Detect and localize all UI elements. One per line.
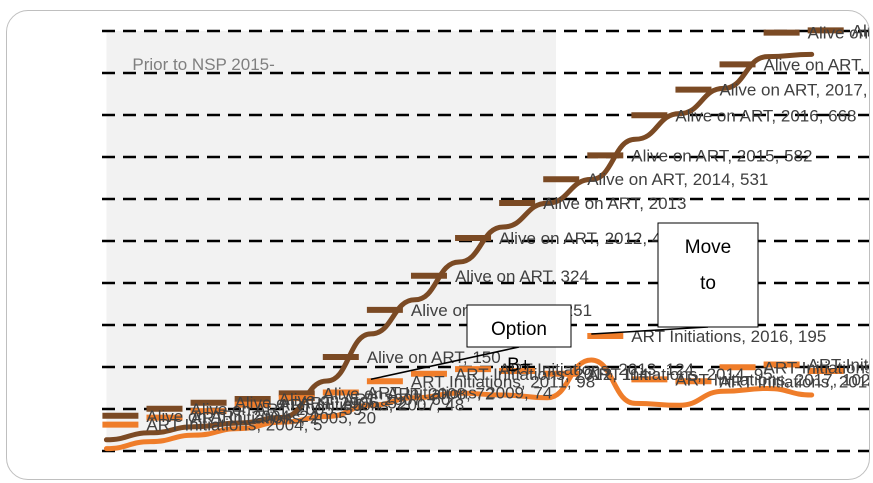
data-label: ART Initiations, 2011, 98 bbox=[411, 372, 595, 391]
callout-box bbox=[466, 304, 572, 348]
data-label: ART Initiations, 2007, 48 bbox=[279, 396, 465, 415]
data-label: Alive on ART, 2016, 668 bbox=[675, 106, 856, 125]
data-label: Alive on ART, 2018, 777 bbox=[764, 55, 869, 74]
line-chart: Prior to NSP 2015- Alive on ART, 2004, 2… bbox=[102, 21, 869, 453]
prior-period-label: Prior to NSP 2015- bbox=[132, 55, 274, 74]
data-label: Alive on ART, 2007, 60 bbox=[279, 390, 451, 409]
data-label: ART Initiations, 2018, 98 bbox=[719, 372, 869, 391]
data-label: Alive on ART, 2004, 24 bbox=[146, 407, 318, 426]
data-label: Alive on ART, 2006, 52 bbox=[235, 394, 407, 413]
chart-frame: Prior to NSP 2015- Alive on ART, 2004, 2… bbox=[6, 10, 870, 480]
data-label: ART Initiations, 2016, 195 bbox=[631, 327, 826, 346]
callout-text: Move bbox=[685, 237, 731, 258]
data-label: ART Initiations, 2020, 134 bbox=[808, 355, 869, 374]
data-label: ART Initiations, 2019, 128 bbox=[764, 358, 869, 377]
series-line-1 bbox=[103, 357, 815, 452]
callout-text: Option bbox=[491, 319, 547, 340]
data-label: Alive on ART, 2015, 582 bbox=[631, 146, 812, 165]
data-label: Alive on ART, 2008, 72 bbox=[323, 384, 495, 403]
data-label: Alive on ART, 2012, 405 bbox=[499, 229, 680, 248]
data-label: Alive on ART, 2005, 39 bbox=[190, 400, 362, 419]
callout-pointer bbox=[370, 346, 520, 380]
data-label: ART Initiations, 2009, 74 bbox=[367, 383, 553, 402]
callout-pointer bbox=[591, 326, 709, 335]
data-label: Alive on ART, 2017, 723 bbox=[719, 81, 869, 100]
callout-box bbox=[657, 222, 759, 328]
data-label: Alive on ART, 324 bbox=[455, 267, 589, 286]
data-label: Alive on ART, 2014, 531 bbox=[587, 170, 768, 189]
data-label: ART Initiations, 2004, 5 bbox=[146, 416, 322, 435]
series-line-0 bbox=[103, 51, 815, 443]
data-label: Alive on ART, 2019, 845 bbox=[808, 24, 869, 43]
data-label: ART Initiations, 2017, 102 bbox=[675, 370, 869, 389]
data-label: Alive on ART, 150 bbox=[367, 348, 501, 367]
data-label: ART Initiations, 2014, 95 bbox=[587, 365, 773, 384]
annotation-callout: Option B+ bbox=[370, 304, 572, 380]
data-label: Alive on ART, 2020, 841 bbox=[852, 21, 869, 40]
data-label: ART Initiations, 2013, 124 bbox=[499, 360, 694, 379]
callout-text: B+ bbox=[507, 355, 531, 376]
data-label: Alive on ART, 2013 bbox=[543, 194, 686, 213]
data-label: ART Initiations, 2005, 20 bbox=[190, 409, 376, 428]
annotation-callout: Move to bbox=[591, 222, 759, 335]
data-label: ART Initiations, 2012, 114 bbox=[455, 365, 649, 384]
callout-text: to bbox=[700, 273, 716, 294]
